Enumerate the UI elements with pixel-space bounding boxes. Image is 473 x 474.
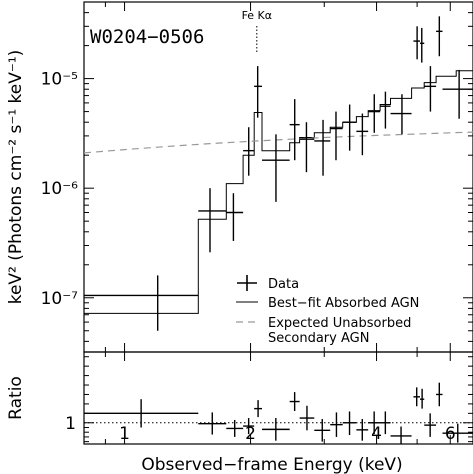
data-point [368, 94, 381, 133]
data-point [356, 113, 369, 156]
data-point [424, 66, 437, 112]
data-point [436, 16, 443, 57]
data-point [226, 193, 244, 241]
y-tick-label: 10⁻⁵ [41, 70, 78, 90]
secondary-agn-dashed-line [83, 131, 473, 154]
data-point [314, 119, 331, 176]
ratio-point [368, 411, 381, 435]
fe-k-alpha-label: Fe Kα [242, 9, 272, 22]
y-tick-label: 10⁻⁶ [41, 179, 79, 199]
y-tick-label: 10⁻⁷ [41, 289, 79, 309]
ratio-point [289, 392, 300, 411]
ratio-point [436, 382, 443, 407]
data-point [289, 99, 300, 161]
ratio-panel-frame [83, 351, 473, 445]
data-point [299, 122, 315, 173]
legend-label-best-fit: Best−fit Absorbed AGN [268, 296, 419, 311]
legend-label-data: Data [268, 277, 299, 292]
legend-label-secondary: Expected Unabsorbed Secondary AGN [268, 316, 411, 346]
ratio-point [442, 423, 473, 443]
ratio-point [314, 418, 331, 442]
spectrum-ticks: 10⁻⁷ 10⁻⁶ 10⁻⁵ [41, 1, 473, 352]
data-point [254, 66, 263, 118]
ratio-point [84, 399, 199, 428]
x-axis-title: Observed−frame Energy (keV) [141, 455, 402, 474]
ratio-point [413, 387, 420, 407]
data-point [413, 26, 420, 60]
ratio-ticks: 1 2 4 6 1 [65, 352, 473, 444]
ratio-point [243, 418, 255, 435]
data-point [380, 91, 391, 129]
x-tick-label: 1 [119, 424, 130, 444]
ratio-tick-label: 1 [65, 414, 76, 434]
data-layer [84, 16, 473, 331]
ratio-point [342, 411, 357, 436]
data-point [442, 69, 473, 119]
ratio-point [198, 412, 227, 435]
ratio-point [390, 426, 412, 444]
data-point [243, 127, 255, 176]
data-point [419, 27, 425, 63]
data-point [84, 275, 199, 331]
x-tick-label: 2 [245, 424, 256, 444]
data-point [390, 94, 412, 135]
data-point [342, 104, 357, 151]
ratio-point [356, 418, 369, 441]
x-tick-label: 6 [445, 424, 456, 444]
ratio-point [262, 418, 290, 441]
legend: Data Best−fit Absorbed AGN Expected Unab… [236, 275, 419, 346]
ratio-layer [84, 382, 473, 444]
ratio-point [380, 411, 391, 435]
ratio-point [424, 413, 437, 437]
source-label: W0204−0506 [90, 26, 204, 48]
legend-data-symbol [237, 275, 257, 291]
ratio-point [254, 400, 263, 418]
ratio-point [226, 419, 244, 437]
data-point [330, 111, 343, 161]
ratio-point [330, 412, 343, 437]
y-axis-title: keV² (Photons cm⁻² s⁻¹ keV⁻¹) [6, 50, 26, 305]
x-tick-label: 4 [371, 424, 382, 444]
data-point [198, 188, 227, 253]
data-point [262, 134, 290, 202]
ratio-point [419, 388, 425, 409]
ratio-axis-title: Ratio [6, 376, 26, 420]
ratio-point [299, 405, 315, 431]
